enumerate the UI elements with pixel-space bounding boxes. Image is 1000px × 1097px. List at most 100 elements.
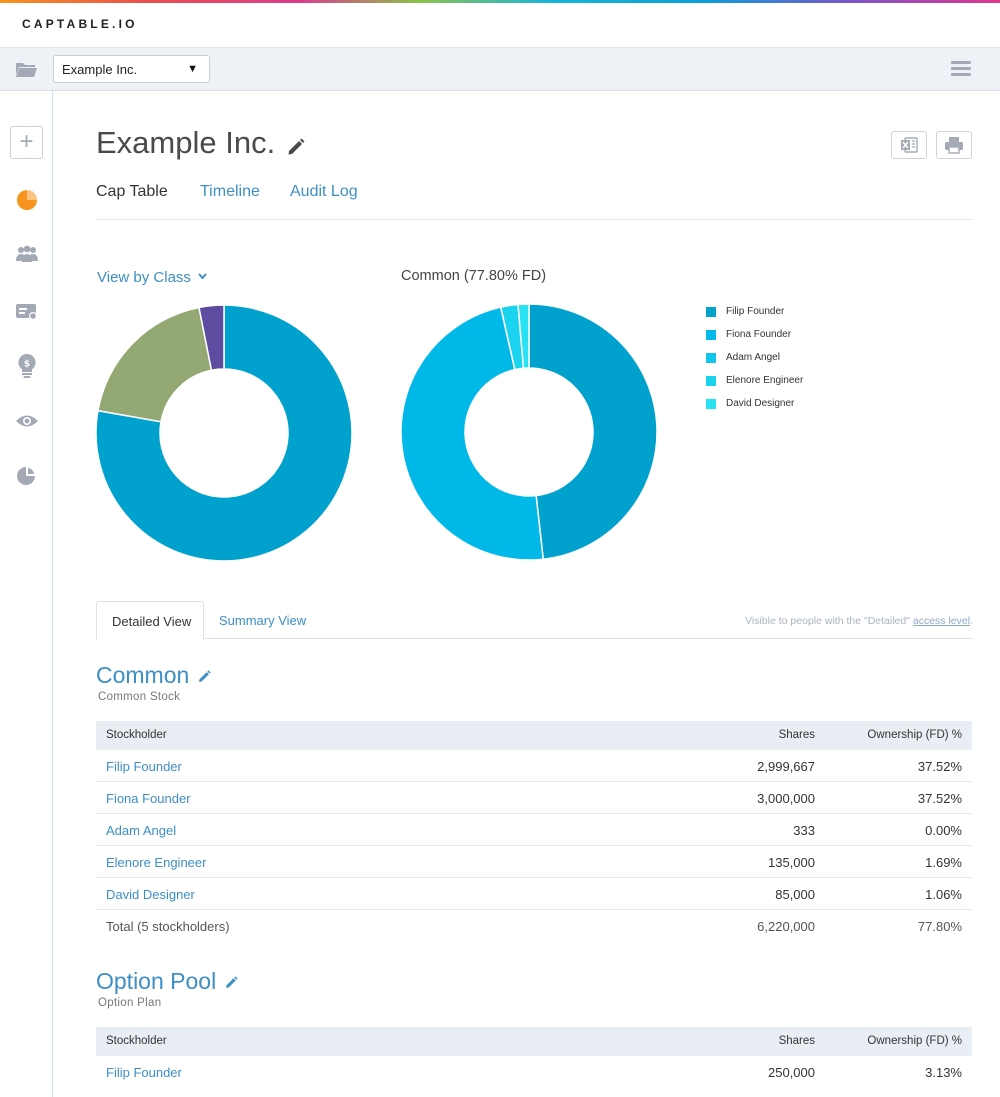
edit-title-pencil-icon[interactable]: [287, 138, 305, 156]
chart2-title: Common (77.80% FD): [401, 268, 547, 284]
tab-detailed-view[interactable]: Detailed View: [96, 601, 204, 640]
class-title-text: Option Pool: [96, 968, 217, 994]
legend-label: Adam Angel: [726, 352, 780, 363]
plus-icon: +: [19, 127, 34, 155]
sidebar-item-valuation[interactable]: $: [10, 349, 43, 382]
ownership-value: 37.52%: [917, 791, 962, 806]
class-donut-slice-0[interactable]: [95, 304, 353, 562]
visibility-note-text: Visible to people with the "Detailed": [745, 615, 910, 627]
ownership-value: 37.52%: [917, 759, 962, 774]
legend-label: Filip Founder: [726, 306, 785, 317]
view-by-class-dropdown[interactable]: View by Class: [97, 269, 207, 286]
legend-label: Fiona Founder: [726, 329, 792, 340]
table-row: Adam Angel 333 0.00%: [96, 814, 972, 846]
legend-item[interactable]: Adam Angel: [706, 352, 803, 375]
legend-item[interactable]: Elenore Engineer: [706, 375, 803, 398]
col-stockholder: Stockholder: [106, 729, 167, 741]
shares-value: 85,000: [775, 887, 815, 902]
col-ownership: Ownership (FD) %: [867, 1035, 962, 1047]
ownership-value: 1.69%: [925, 855, 962, 870]
shares-value: 250,000: [768, 1065, 815, 1080]
brand-color-strip: [0, 0, 1000, 3]
brand-logo[interactable]: CAPTABLE.IO: [22, 17, 138, 31]
ownership-value: 0.00%: [925, 823, 962, 838]
visibility-note: Visible to people with the "Detailed" ac…: [745, 615, 973, 627]
ownership-value: 1.06%: [925, 887, 962, 902]
eye-icon: [15, 415, 38, 426]
sidebar: + $: [0, 91, 53, 1097]
sidebar-item-visibility[interactable]: [10, 404, 43, 437]
ownership-value: 3.13%: [925, 1065, 962, 1080]
edit-pencil-icon[interactable]: [198, 670, 211, 683]
caret-down-icon: ▼: [187, 63, 198, 75]
stockholder-link[interactable]: Adam Angel: [106, 823, 177, 838]
svg-text:$: $: [23, 359, 29, 369]
add-button[interactable]: +: [10, 126, 43, 159]
excel-icon: [901, 137, 918, 153]
tab-cap-table[interactable]: Cap Table: [96, 183, 168, 200]
table-header: Stockholder Shares Ownership (FD) %: [96, 1027, 972, 1056]
table-row: Filip Founder 2,999,667 37.52%: [96, 750, 972, 782]
tab-audit-log[interactable]: Audit Log: [290, 183, 358, 200]
legend-label: David Designer: [726, 398, 795, 409]
common-donut-slice-0[interactable]: [528, 303, 658, 561]
common-table: Stockholder Shares Ownership (FD) % Fili…: [96, 721, 972, 942]
visibility-note-suffix: .: [970, 615, 973, 627]
total-shares: 6,220,000: [757, 919, 815, 934]
legend-swatch: [706, 353, 716, 363]
table-header: Stockholder Shares Ownership (FD) %: [96, 721, 972, 750]
sidebar-item-stockholders[interactable]: [10, 238, 43, 271]
tab-timeline[interactable]: Timeline: [200, 183, 260, 200]
table-row: Elenore Engineer 135,000 1.69%: [96, 846, 972, 878]
sidebar-item-securities[interactable]: [10, 294, 43, 327]
class-donut-chart[interactable]: [95, 304, 353, 562]
pie-edit-icon: [16, 466, 35, 485]
folder-icon[interactable]: [15, 60, 37, 78]
sidebar-item-cap-table[interactable]: [10, 183, 43, 216]
sidebar-item-scenarios[interactable]: [10, 459, 43, 492]
option-pool-table: Stockholder Shares Ownership (FD) % Fili…: [96, 1027, 972, 1088]
total-ownership: 77.80%: [917, 919, 962, 934]
chevron-down-icon: [198, 273, 207, 280]
print-button[interactable]: [936, 131, 972, 159]
legend-swatch: [706, 307, 716, 317]
legend-swatch: [706, 399, 716, 409]
class-donut-slice-2[interactable]: [198, 304, 225, 372]
export-excel-button[interactable]: [891, 131, 927, 159]
col-shares: Shares: [778, 729, 815, 741]
table-total-row: Total (5 stockholders) 6,220,000 77.80%: [96, 910, 972, 942]
tab-summary-view[interactable]: Summary View: [219, 613, 307, 628]
class-title-text: Common: [96, 662, 190, 688]
legend-item[interactable]: Filip Founder: [706, 306, 803, 329]
page-title: Example Inc.: [96, 125, 276, 160]
people-icon: [15, 245, 38, 262]
printer-icon: [945, 137, 963, 154]
class-title-option-pool: Option Pool: [96, 968, 238, 995]
id-card-icon: [15, 303, 37, 320]
divider: [96, 219, 973, 220]
legend-item[interactable]: Fiona Founder: [706, 329, 803, 352]
legend-item[interactable]: David Designer: [706, 398, 803, 421]
lightbulb-icon: $: [17, 353, 36, 378]
common-donut-slice-4[interactable]: [517, 303, 530, 370]
table-row: Filip Founder 250,000 3.13%: [96, 1056, 972, 1088]
stockholder-link[interactable]: Elenore Engineer: [106, 855, 207, 870]
stockholder-link[interactable]: David Designer: [106, 887, 195, 902]
company-select[interactable]: Example Inc. ▼: [53, 55, 210, 83]
stockholder-link[interactable]: Filip Founder: [106, 1065, 182, 1080]
class-subtitle: Option Plan: [98, 997, 162, 1009]
hamburger-menu-icon[interactable]: [951, 61, 971, 77]
common-donut-slice-1[interactable]: [400, 306, 545, 561]
table-row: Fiona Founder 3,000,000 37.52%: [96, 782, 972, 814]
common-donut-chart[interactable]: [400, 303, 658, 561]
stockholder-link[interactable]: Fiona Founder: [106, 791, 191, 806]
shares-value: 2,999,667: [757, 759, 815, 774]
top-bar: CAPTABLE.IO: [0, 3, 1000, 48]
class-donut-slice-1[interactable]: [97, 306, 213, 423]
view-tabs: Detailed View Summary View Visible to pe…: [96, 601, 973, 640]
class-subtitle: Common Stock: [98, 691, 181, 703]
view-by-label: View by Class: [97, 269, 191, 286]
edit-pencil-icon[interactable]: [225, 976, 238, 989]
access-level-link[interactable]: access level: [912, 615, 971, 627]
stockholder-link[interactable]: Filip Founder: [106, 759, 182, 774]
